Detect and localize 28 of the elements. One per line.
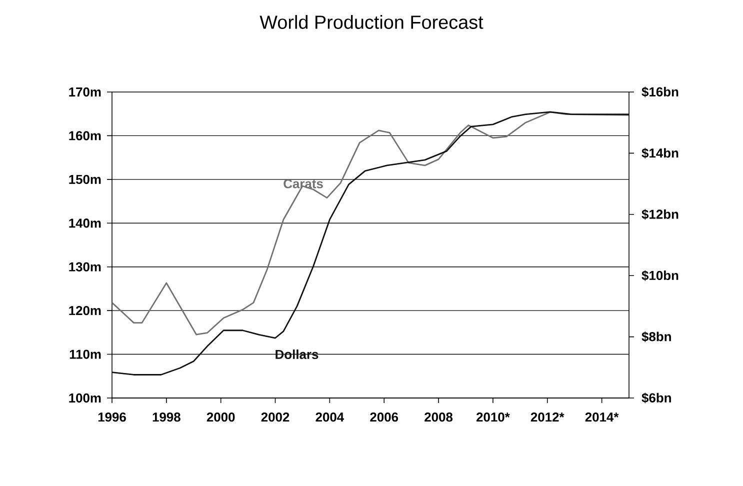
- y-tick-label: 160m: [69, 131, 101, 140]
- x-tick-label: 2012*: [530, 412, 564, 422]
- y-tick-label: 170m: [69, 87, 101, 97]
- y2-tick-label: $10bn: [642, 270, 678, 281]
- x-tick-label: 2014*: [585, 412, 619, 422]
- y2-tick-label: $12bn: [642, 209, 678, 220]
- line-series: [112, 111, 630, 336]
- x-tick-label: 2002: [261, 412, 290, 422]
- series-label: Carats: [284, 179, 323, 188]
- x-tick-label: 2000: [206, 412, 235, 422]
- y2-tick-label: $16bn: [642, 86, 678, 98]
- x-tick-label: 2006: [370, 412, 398, 422]
- y2-tick-label: $6bn: [642, 392, 671, 404]
- line-series: [112, 111, 630, 376]
- x-tick-label: 1996: [98, 412, 126, 422]
- y-tick-label: 150m: [69, 174, 101, 184]
- y2-tick-label: $14bn: [642, 148, 678, 158]
- x-tick-label: 1998: [152, 412, 180, 422]
- x-tick-label: 2010*: [476, 412, 510, 422]
- x-tick-label: 2008: [424, 412, 453, 422]
- y-tick-label: 130m: [69, 262, 101, 272]
- y-tick-label: 140m: [69, 218, 101, 228]
- x-tick-label: 2004: [316, 412, 344, 422]
- y-tick-label: 120m: [69, 306, 101, 316]
- y-tick-label: 100m: [69, 393, 101, 403]
- y-tick-label: 110m: [70, 350, 101, 359]
- y2-tick-label: $8bn: [642, 332, 671, 342]
- chart-title: World Production Forecast: [260, 15, 484, 29]
